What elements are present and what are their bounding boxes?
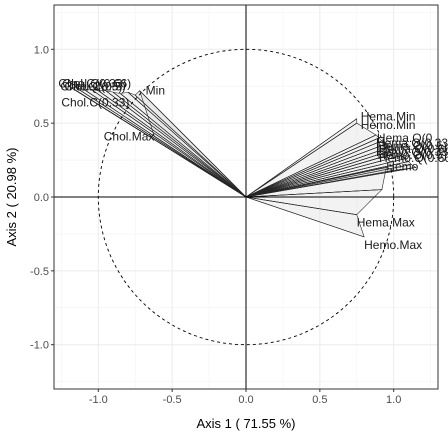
variable-vector (245, 167, 387, 198)
cholesterol-vector-fan (68, 85, 247, 198)
y-tick-label: -0.5 (30, 266, 49, 278)
variable-vector (154, 136, 247, 198)
variable-vector (245, 189, 382, 198)
x-tick-label: 1.0 (386, 394, 401, 406)
overplotted-label-left: Chol.C(0.5) (64, 80, 125, 94)
variable-label: Hema.Q(0 (377, 131, 433, 145)
overplotted-label-right: Hema.Q(0.5) (377, 139, 446, 153)
x-tick-label: -1.0 (89, 394, 108, 406)
variable-vector (245, 158, 406, 198)
overplotted-label-right: Hemo.Q(0.5) (377, 148, 446, 162)
variable-vector (245, 140, 382, 198)
y-tick-label: 0.0 (34, 192, 49, 204)
variable-vector (127, 91, 247, 198)
axis-ticks: -1.0 -0.5 0.0 0.5 1.0 -1.0 -0.5 0.0 0.5 1.0 (30, 44, 401, 406)
variable-vector (245, 164, 412, 198)
variable-vector (245, 196, 365, 238)
variable-vector (98, 90, 247, 198)
variable-vector (245, 137, 380, 198)
y-axis-title: Axis 2 ( 20.98 %) (4, 148, 19, 247)
variable-label: Hema.Max (357, 216, 415, 230)
variable-vector (245, 134, 377, 198)
variable-label: Hemo.Min (361, 118, 416, 132)
overplotted-label-right: Hemo.Q(0.66) (379, 151, 448, 165)
overplotted-label-right: Hemo.Q(0.33) (376, 145, 448, 159)
hematology-vector-fan (245, 118, 417, 238)
variable-labels: Chol.C(0.33)Chol.Q(0.5)Chol.Q(0.66)Chol.… (58, 77, 448, 252)
overplotted-label-left: Chol.Q(0.66) (62, 77, 131, 91)
variable-vector (112, 91, 247, 198)
variable-vector (245, 122, 357, 198)
overplotted-label-left: Chol.C(0.33) (58, 77, 126, 91)
variable-label: Hemo.Max (364, 238, 422, 252)
variable-vector (105, 90, 247, 198)
x-tick-label: 0.0 (238, 394, 253, 406)
variable-label: Hemo (386, 160, 418, 174)
variable-vector (245, 152, 397, 198)
overplotted-label-right: Hema.Q(0.33) (376, 136, 448, 150)
x-axis-title: Axis 1 ( 71.55 %) (197, 416, 296, 431)
variable-vector (245, 170, 394, 198)
variable-vector (245, 143, 387, 198)
variable-vector (245, 155, 402, 198)
overplotted-label-left: Chol.Q(0.5) (60, 80, 122, 94)
variable-label: Chol.C(0.33) (61, 96, 129, 110)
variable-vector (245, 118, 357, 198)
variable-vector (71, 87, 247, 198)
x-tick-label: 0.5 (312, 394, 327, 406)
variable-label: Hema.Min (361, 110, 416, 124)
variable-vector (120, 93, 247, 198)
variable-vector (139, 90, 247, 198)
variable-vector (90, 88, 247, 198)
variable-label: Min (146, 84, 165, 98)
variable-vector (75, 87, 247, 198)
vector-fans (68, 85, 417, 238)
y-tick-label: 0.5 (34, 118, 49, 130)
variable-label: Chol.Max (104, 129, 155, 143)
variable-vector (245, 149, 394, 198)
y-tick-label: 1.0 (34, 44, 49, 56)
zero-axis-lines (54, 5, 438, 389)
variable-vector (135, 94, 247, 198)
x-tick-label: -0.5 (163, 394, 182, 406)
variable-vector (245, 146, 391, 198)
y-tick-label: -1.0 (30, 340, 49, 352)
variable-vector (245, 196, 357, 216)
overplotted-label-right: Hema.Q(0.66) (379, 142, 448, 156)
